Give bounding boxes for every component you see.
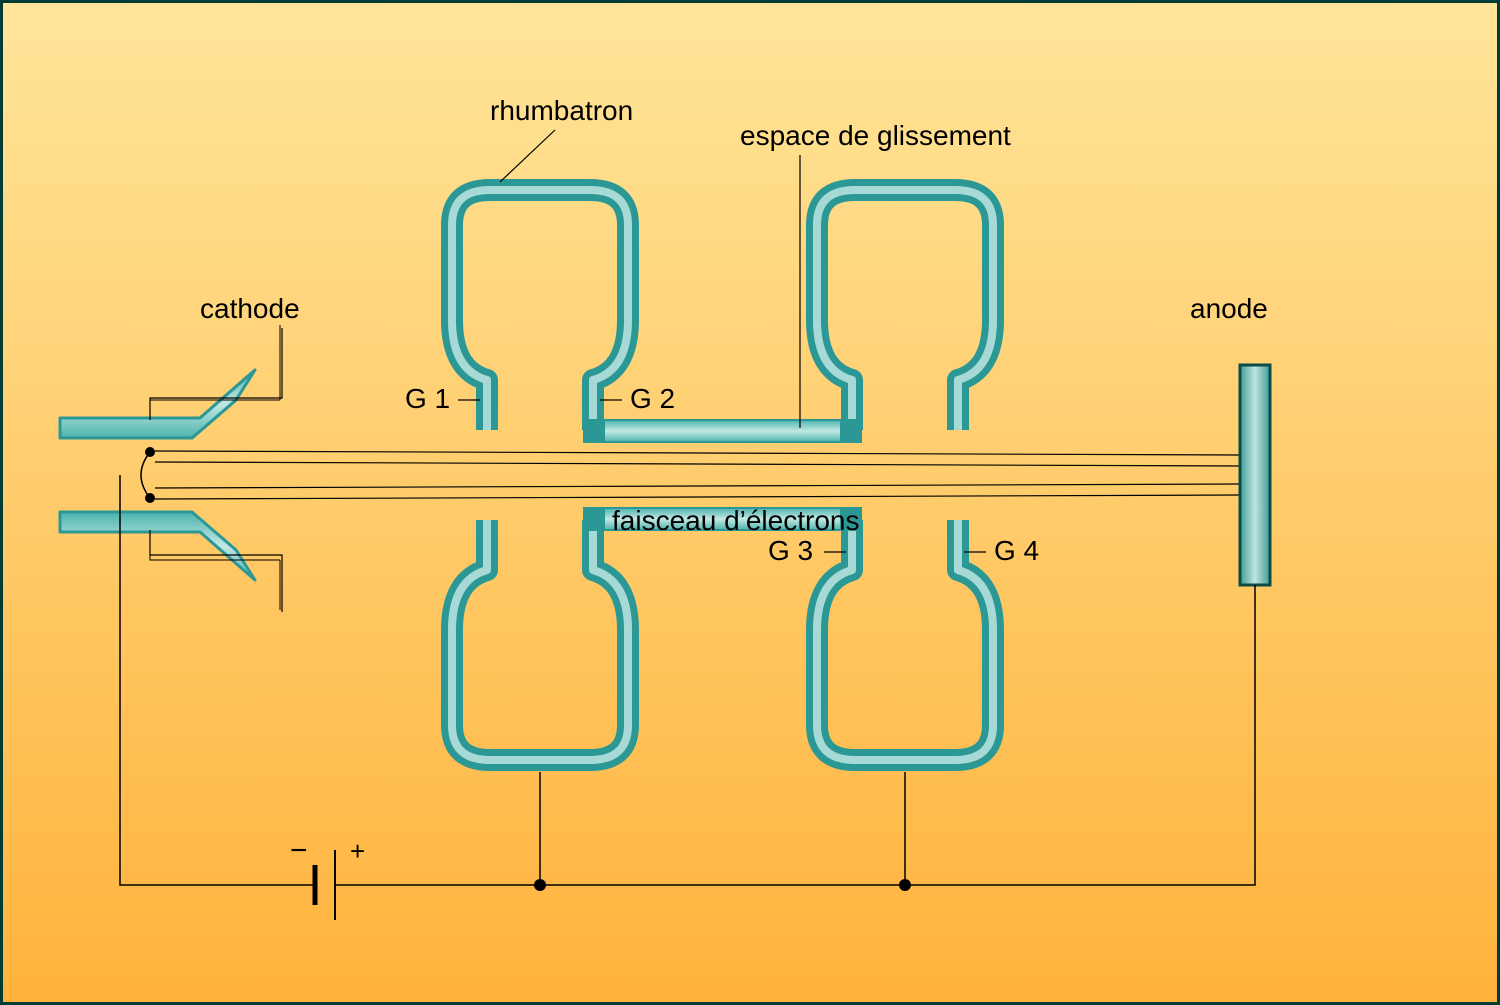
klystron-diagram: rhumbatron espace de glissement cathode … <box>0 0 1500 1005</box>
label-faisceau: faisceau d’électrons <box>612 505 859 536</box>
label-espace: espace de glissement <box>740 120 1011 151</box>
label-g3: G 3 <box>768 535 813 566</box>
label-g4: G 4 <box>994 535 1039 566</box>
label-rhumbatron: rhumbatron <box>490 95 633 126</box>
label-g2: G 2 <box>630 383 675 414</box>
label-g1: G 1 <box>405 383 450 414</box>
battery-plus: + <box>350 836 365 866</box>
battery-minus: − <box>290 834 308 867</box>
anode <box>1240 365 1270 585</box>
label-anode: anode <box>1190 293 1268 324</box>
circuit-node <box>899 879 911 891</box>
circuit-node <box>534 879 546 891</box>
label-cathode: cathode <box>200 293 300 324</box>
